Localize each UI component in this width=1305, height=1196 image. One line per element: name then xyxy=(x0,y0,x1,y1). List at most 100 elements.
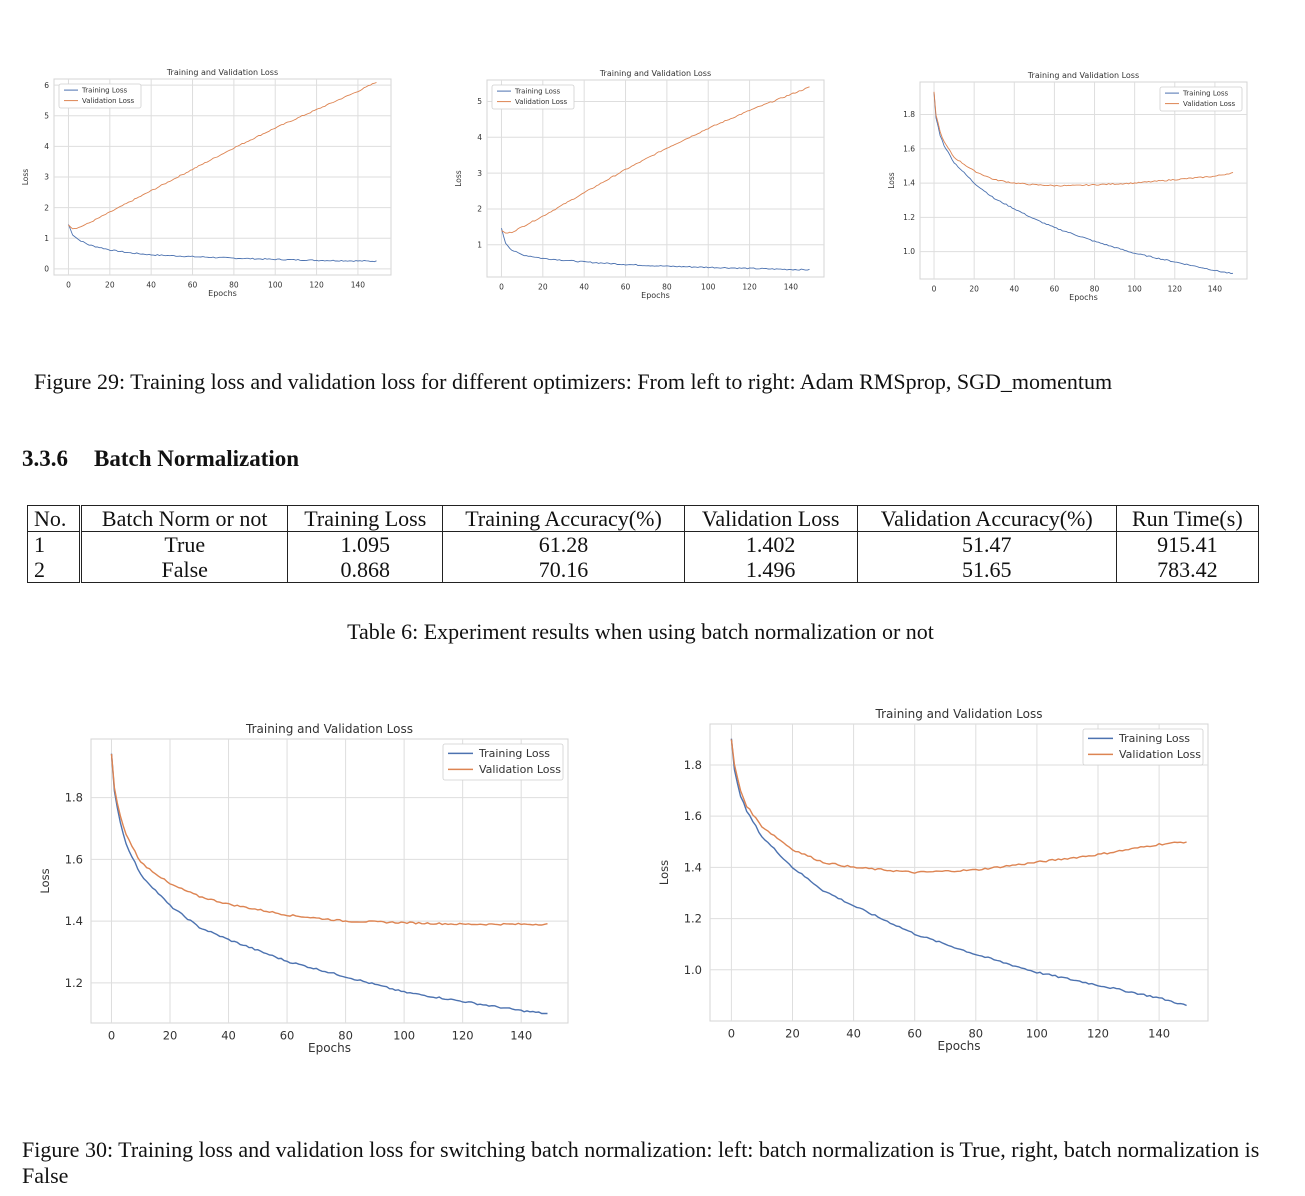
y-tick-label: 1.6 xyxy=(684,809,702,823)
y-axis-label: Loss xyxy=(657,860,671,885)
table-cell: 915.41 xyxy=(1115,531,1260,557)
x-tick-label: 120 xyxy=(742,283,757,292)
x-tick-label: 20 xyxy=(969,285,979,294)
series-line-validation-loss xyxy=(110,753,548,926)
table-cell: 1 xyxy=(26,531,83,557)
y-tick-label: 1 xyxy=(44,234,49,243)
x-tick-label: 100 xyxy=(1127,285,1142,294)
legend-label: Validation Loss xyxy=(1119,748,1201,761)
series-line-training-loss xyxy=(933,92,1234,274)
plot-area xyxy=(90,738,569,1024)
legend-label: Training Loss xyxy=(478,747,550,760)
y-tick-label: 1.2 xyxy=(65,976,83,990)
y-tick-label: 1.8 xyxy=(684,758,702,772)
table-cell: 51.47 xyxy=(856,531,1117,557)
x-axis-label: Epochs xyxy=(938,1039,981,1053)
chart-batchnorm-false: 0 20 40 60 80 100 120 140 1.0 1.2 1.4 1.6 1.8 Trainin… xyxy=(657,707,1209,1053)
x-tick-label: 80 xyxy=(338,1029,353,1043)
x-tick-label: 0 xyxy=(108,1029,115,1043)
y-tick-label: 1.4 xyxy=(684,860,702,874)
table-cell: False xyxy=(80,557,289,583)
series-line-validation-loss xyxy=(68,82,377,230)
y-axis-label: Loss xyxy=(887,172,896,189)
table-cell: 783.42 xyxy=(1115,557,1260,583)
y-tick-label: 1.4 xyxy=(903,179,915,188)
x-tick-label: 0 xyxy=(499,283,504,292)
col-validation-loss: Validation Loss xyxy=(683,505,858,532)
plot-area xyxy=(486,79,825,278)
x-axis-label: Epochs xyxy=(308,1041,351,1055)
chart-title: Training and Validation Loss xyxy=(166,68,278,77)
x-tick-label: 100 xyxy=(701,283,716,292)
y-axis-label: Loss xyxy=(454,170,463,187)
table-cell: 70.16 xyxy=(442,557,685,583)
series-line-training-loss xyxy=(68,224,377,263)
figure-30-caption: Figure 30: Training loss and validation … xyxy=(22,1137,1260,1188)
chart-sgd-momentum: 0 20 40 60 80 100 120 140 1.0 1.2 1.4 1.6 1.8 Trainin… xyxy=(887,71,1248,302)
y-tick-label: 1.8 xyxy=(903,110,915,119)
series-line-training-loss xyxy=(730,738,1187,1007)
table-header-row: No. Batch Norm or not Training Loss Trai… xyxy=(26,505,1260,532)
series-line-training-loss xyxy=(501,228,810,271)
series-line-validation-loss xyxy=(730,739,1187,874)
y-tick-label: 1.4 xyxy=(65,914,83,928)
y-tick-label: 2 xyxy=(477,205,482,214)
x-tick-label: 20 xyxy=(163,1029,178,1043)
x-tick-label: 80 xyxy=(968,1027,983,1041)
y-tick-label: 1.2 xyxy=(684,912,702,926)
table-cell: 1.496 xyxy=(683,557,858,583)
chart-batchnorm-true: 0 20 40 60 80 100 120 140 1.2 1.4 1.6 1.8 Training a… xyxy=(38,722,569,1055)
y-tick-label: 0 xyxy=(44,265,49,274)
series-line-training-loss xyxy=(110,753,548,1015)
x-tick-label: 20 xyxy=(105,281,115,290)
y-tick-label: 5 xyxy=(477,97,482,106)
figure-29-caption: Figure 29: Training loss and validation … xyxy=(34,369,1113,394)
y-tick-label: 5 xyxy=(44,111,49,120)
legend-label: Training Loss xyxy=(1118,732,1190,745)
table-cell: 51.65 xyxy=(856,557,1117,583)
legend-box xyxy=(58,83,142,109)
plot-area xyxy=(919,81,1248,280)
table-cell: 0.868 xyxy=(287,557,444,583)
col-validation-accuracy: Validation Accuracy(%) xyxy=(856,505,1117,532)
x-tick-label: 40 xyxy=(846,1027,861,1041)
table-cell: 1.402 xyxy=(683,531,858,557)
x-tick-label: 60 xyxy=(188,281,198,290)
x-tick-label: 140 xyxy=(351,281,366,290)
x-tick-label: 140 xyxy=(1208,285,1223,294)
y-tick-label: 3 xyxy=(44,173,49,182)
y-tick-label: 1.2 xyxy=(903,213,915,222)
table-cell: 2 xyxy=(26,557,83,583)
x-tick-label: 60 xyxy=(621,283,631,292)
col-training-accuracy: Training Accuracy(%) xyxy=(442,505,685,532)
x-tick-label: 60 xyxy=(907,1027,922,1041)
table-6-caption: Table 6: Experiment results when using b… xyxy=(347,619,934,644)
x-tick-label: 80 xyxy=(229,281,239,290)
results-table: No. Batch Norm or not Training Loss Trai… xyxy=(26,505,1260,583)
y-tick-label: 1 xyxy=(477,240,482,249)
x-tick-label: 40 xyxy=(146,281,156,290)
y-axis-label: Loss xyxy=(21,169,30,186)
x-tick-label: 100 xyxy=(268,281,283,290)
x-tick-label: 140 xyxy=(784,283,799,292)
y-axis-label: Loss xyxy=(38,868,52,893)
y-tick-label: 6 xyxy=(44,81,49,90)
table-row: 1 True 1.095 61.28 1.402 51.47 915.41 xyxy=(26,531,1260,557)
legend-box xyxy=(1159,86,1243,112)
section-title: Batch Normalization xyxy=(94,446,300,471)
x-tick-label: 100 xyxy=(393,1029,415,1043)
section-number: 3.3.6 xyxy=(22,446,68,471)
legend-box xyxy=(491,84,575,110)
x-tick-label: 40 xyxy=(221,1029,236,1043)
x-tick-label: 60 xyxy=(280,1029,295,1043)
chart-rmsprop: 0 20 40 60 80 100 120 140 1 2 3 4 5 Training and Vali… xyxy=(454,69,825,300)
x-tick-label: 120 xyxy=(309,281,324,290)
x-tick-label: 120 xyxy=(1087,1027,1109,1041)
x-tick-label: 0 xyxy=(66,281,71,290)
col-batch-norm: Batch Norm or not xyxy=(80,505,289,532)
x-tick-label: 40 xyxy=(1010,285,1020,294)
y-tick-label: 4 xyxy=(477,133,482,142)
x-tick-label: 0 xyxy=(932,285,937,294)
y-tick-label: 1.8 xyxy=(65,791,83,805)
chart-adam: 0 20 40 60 80 100 120 140 0 1 2 3 4 5 6 Training and Va… xyxy=(21,68,392,298)
